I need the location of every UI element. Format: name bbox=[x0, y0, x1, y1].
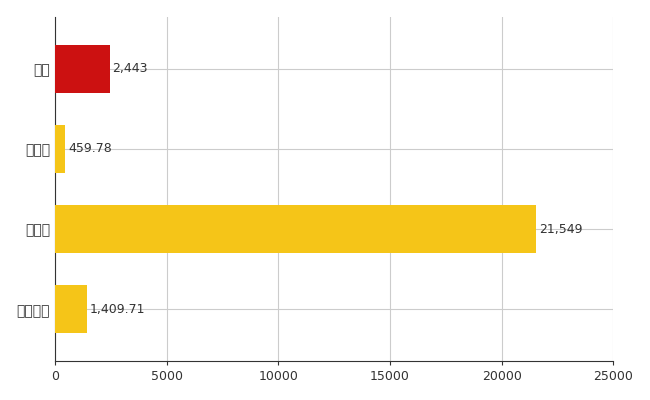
Text: 21,549: 21,549 bbox=[539, 222, 582, 236]
Bar bbox=[55, 45, 110, 93]
Text: 459.78: 459.78 bbox=[68, 142, 112, 156]
Text: 1,409.71: 1,409.71 bbox=[89, 303, 145, 316]
Text: 2,443: 2,443 bbox=[112, 62, 148, 75]
Bar bbox=[55, 285, 86, 333]
Bar bbox=[55, 125, 65, 173]
Bar bbox=[55, 205, 536, 253]
